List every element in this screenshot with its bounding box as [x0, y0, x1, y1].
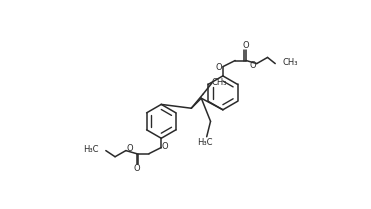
Text: CH₃: CH₃	[283, 58, 298, 67]
Text: O: O	[162, 142, 168, 151]
Text: O: O	[250, 61, 256, 70]
Text: H₃C: H₃C	[197, 138, 212, 147]
Text: O: O	[216, 63, 222, 72]
Text: O: O	[127, 144, 133, 153]
Text: O: O	[243, 41, 249, 50]
Text: CH₃: CH₃	[211, 78, 227, 87]
Text: O: O	[133, 164, 140, 173]
Text: H₃C: H₃C	[83, 145, 99, 154]
